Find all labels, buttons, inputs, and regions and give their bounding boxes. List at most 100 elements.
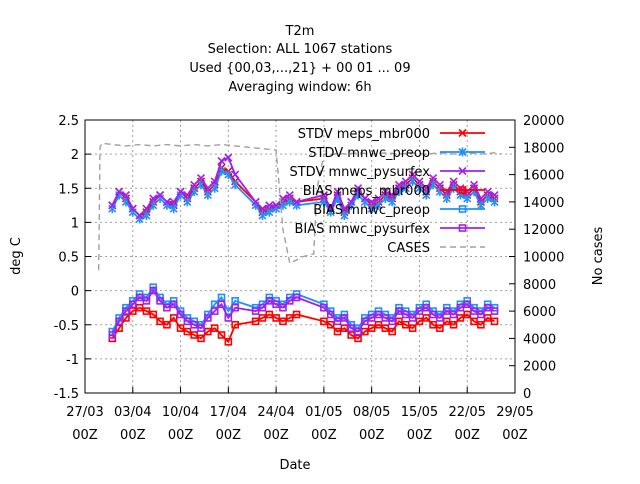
data-point: [265, 310, 274, 319]
data-point: [251, 197, 260, 206]
y-tick-label: 2.5: [58, 114, 79, 129]
data-point: [415, 307, 424, 315]
data-point: [197, 334, 205, 343]
x-tick-label-hour: 00Z: [216, 428, 242, 443]
data-point: [422, 184, 431, 193]
data-point: [122, 314, 130, 322]
legend: STDV meps_mbr000 STDV mnwc_preop STDV mnwc…: [289, 127, 485, 256]
y2-tick-label: 16000: [523, 169, 564, 184]
data-point: [388, 327, 396, 336]
data-point: [183, 317, 192, 326]
data-point: [333, 187, 342, 196]
data-point: [458, 186, 467, 194]
legend-label: STDV meps_mbr000: [298, 127, 430, 142]
y-tick-label: 0: [71, 285, 79, 300]
data-point: [367, 197, 376, 206]
data-point: [258, 314, 267, 322]
legend-label: STDV mnwc_pysurfex: [289, 165, 430, 180]
data-point: [408, 324, 417, 332]
data-point: [449, 310, 458, 319]
legend-label: CASES: [387, 241, 430, 256]
data-point: [292, 310, 301, 319]
data-point: [320, 317, 328, 326]
data-point: [333, 327, 342, 336]
data-point: [347, 324, 355, 332]
data-point: [408, 170, 417, 179]
data-point: [169, 300, 178, 309]
chart-title: T2m Selection: ALL 1067 stations Used {0…: [189, 24, 410, 95]
legend-label: BIAS mnwc_preop: [313, 203, 430, 218]
data-point: [108, 331, 117, 339]
data-point: [210, 300, 219, 309]
data-point: [319, 191, 328, 200]
y2-axis-label: No cases: [591, 227, 606, 286]
data-point: [476, 194, 485, 203]
data-point: [190, 331, 199, 339]
data-point: [204, 327, 212, 336]
data-point: [285, 314, 294, 322]
data-point: [395, 317, 403, 326]
x-axis-label: Date: [279, 458, 310, 473]
data-point: [483, 303, 492, 312]
series-line: [98, 142, 502, 271]
data-point: [470, 307, 478, 315]
data-point: [388, 191, 397, 200]
data-point: [128, 300, 137, 309]
data-point: [340, 314, 349, 322]
x-tick-label-day: 10/04: [162, 405, 199, 420]
data-point: [442, 307, 451, 315]
data-point: [183, 191, 192, 200]
data-point: [361, 317, 369, 326]
x-tick-label-hour: 00Z: [168, 428, 194, 443]
data-point: [442, 317, 451, 326]
y2-tick-label: 8000: [523, 278, 556, 293]
data-point: [224, 338, 233, 346]
x-axis-ticks: 27/03 00Z 03/04 00Z 10/04 00Z 17/04 00Z 24/04 00Z…: [66, 387, 534, 443]
data-point: [456, 314, 465, 322]
data-point: [224, 314, 233, 322]
data-point: [422, 303, 431, 312]
data-point: [388, 317, 396, 326]
data-point: [149, 286, 158, 295]
x-tick-label-hour: 00Z: [72, 428, 98, 443]
data-point: [285, 297, 294, 305]
data-point: [367, 314, 376, 322]
data-point: [176, 310, 185, 319]
data-point: [483, 187, 492, 196]
data-point: [258, 303, 267, 312]
data-point: [163, 303, 171, 312]
series-3: [108, 303, 499, 346]
y-axis-ticks: -1.5 -1 -0.5 0 0.5 1 1.5 2 2.5: [54, 114, 91, 402]
data-point: [149, 310, 158, 319]
data-point: [190, 180, 199, 189]
data-point: [469, 180, 479, 189]
data-point: [231, 303, 239, 312]
data-point: [115, 317, 123, 326]
legend-label: BIAS mnwc_pysurfex: [294, 222, 430, 237]
data-point: [490, 307, 499, 315]
data-point: [326, 310, 335, 319]
data-point: [470, 317, 478, 326]
data-point: [231, 297, 239, 305]
y-axis-label: deg C: [9, 237, 24, 275]
data-point: [115, 187, 124, 196]
data-point: [458, 205, 467, 213]
data-point: [272, 201, 281, 210]
data-point: [265, 297, 274, 305]
title-line-1: T2m: [285, 24, 315, 39]
data-point: [108, 201, 117, 210]
data-point: [169, 314, 178, 322]
data-point: [279, 317, 287, 326]
y2-tick-label: 18000: [523, 141, 564, 156]
data-point: [456, 303, 465, 312]
data-point: [429, 173, 438, 183]
data-point: [401, 320, 410, 329]
y-tick-label: -1.5: [54, 387, 79, 402]
x-tick-label-day: 03/04: [114, 405, 151, 420]
data-point: [483, 314, 492, 322]
y-tick-label: -1: [66, 353, 79, 368]
y-tick-label: 1: [71, 216, 79, 231]
data-point: [135, 303, 144, 312]
data-point: [353, 184, 363, 193]
